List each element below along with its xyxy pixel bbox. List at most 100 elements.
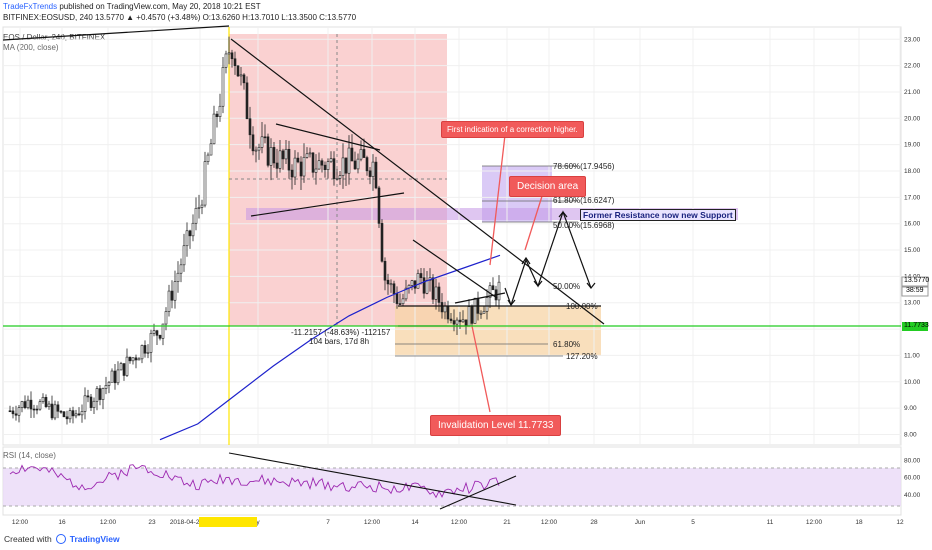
rsi-tick-label: 60.00: [904, 475, 921, 482]
grid: [3, 27, 901, 445]
candle-body: [260, 136, 264, 148]
rsi-trendline-up: [439, 475, 517, 510]
tradingview-brand[interactable]: TradingView: [69, 534, 120, 544]
x-tick-label: 5: [691, 519, 695, 526]
candle-body: [188, 230, 192, 237]
y-tick-label: 23.00: [904, 36, 921, 43]
candle-body: [149, 333, 153, 353]
candle-body: [341, 157, 345, 176]
candle-body: [167, 290, 171, 312]
candle-body: [107, 381, 111, 386]
candle-body: [323, 164, 327, 170]
candle-body: [257, 147, 261, 151]
candle-body: [437, 286, 441, 303]
candle-body: [44, 397, 48, 408]
candle-body: [278, 150, 282, 169]
x-tick-label: y: [256, 519, 260, 526]
candle-body: [182, 245, 186, 266]
candle-body: [197, 207, 201, 209]
y-axis: 8.009.0010.0011.0012.0013.0014.0015.0016…: [904, 36, 921, 438]
fib-50-label: 50.00%: [553, 282, 581, 291]
candle-body: [440, 302, 444, 313]
candle-body: [425, 280, 429, 294]
candle-body: [29, 399, 33, 410]
fib-618-label: 61.80%: [553, 340, 581, 349]
candle-body: [8, 410, 12, 413]
support-label[interactable]: Former Resistance now new Support: [580, 209, 736, 221]
candle-body: [47, 403, 51, 408]
candle-body: [95, 388, 99, 402]
candle-body: [461, 319, 465, 323]
y-tick-label: 16.00: [904, 221, 921, 228]
candle-body: [215, 113, 219, 117]
rsi-band: [3, 468, 901, 506]
rsi-line: [9, 464, 500, 499]
y-tick-label: 10.00: [904, 379, 921, 386]
x-tick-label: 16: [58, 519, 66, 526]
candle-body: [224, 53, 228, 68]
candle-body: [365, 157, 369, 172]
x-tick-label: 12:00: [12, 519, 29, 526]
y-tick-label: 9.00: [904, 405, 917, 412]
candle-body: [464, 319, 468, 327]
candle-body: [140, 345, 144, 360]
candle-body: [470, 306, 474, 324]
candle-body: [329, 158, 333, 162]
candle-body: [179, 264, 183, 274]
candle-body: [11, 410, 15, 415]
candle-body: [56, 404, 60, 412]
candle-body: [23, 401, 27, 409]
candle-body: [422, 277, 426, 294]
publisher-line: TradeFxTrends published on TradingView.c…: [3, 2, 261, 11]
candle-body: [65, 416, 69, 420]
candle-body: [347, 147, 351, 174]
candle-body: [401, 298, 405, 304]
candle-body: [359, 149, 363, 160]
highlight-zone: [229, 34, 447, 326]
publisher-name[interactable]: TradeFxTrends: [3, 2, 58, 11]
candle-body: [98, 388, 102, 400]
candle-body: [377, 187, 381, 224]
candle-body: [266, 136, 270, 166]
x-tick-label: 12:00: [100, 519, 117, 526]
candle-body: [488, 285, 492, 298]
candle-body: [473, 297, 477, 324]
candle-body: [254, 149, 258, 152]
candle-body: [491, 285, 495, 291]
projection-path: [504, 210, 596, 307]
candle-body: [353, 160, 357, 170]
candle-body: [50, 403, 54, 419]
candle-body: [35, 408, 39, 411]
published-text: published on TradingView.com, May 20, 20…: [59, 2, 261, 11]
callout-pointers: [471, 134, 544, 413]
callout-invalidation[interactable]: Invalidation Level 11.7733: [430, 415, 562, 436]
candle-body: [380, 223, 384, 262]
candle-body: [134, 357, 138, 361]
rsi-tick-label: 80.00: [904, 458, 921, 465]
candle-body: [362, 149, 366, 158]
rsi-tick-label: 40.00: [904, 492, 921, 499]
candle-body: [176, 272, 180, 282]
callout-decision[interactable]: Decision area: [509, 176, 587, 197]
x-tick-label: 21: [503, 519, 511, 526]
candle-body: [41, 397, 45, 402]
candle-body: [251, 134, 255, 152]
callout-correction[interactable]: First indication of a correction higher.: [441, 121, 584, 138]
fib-786-label: 78.60%(17.9456): [553, 162, 615, 171]
candle-body: [434, 286, 438, 300]
candle-body: [335, 178, 339, 180]
pane-title: EOS / Dollar, 240, BITFINEX: [3, 33, 106, 42]
candle-body: [326, 161, 330, 170]
y-tick-label: 18.00: [904, 168, 921, 175]
candle-body: [455, 319, 459, 325]
measure-line2: 104 bars, 17d 8h: [309, 337, 370, 346]
symbol-line: BITFINEX:EOSUSD, 240 13.5770 ▲ +0.4570 (…: [3, 13, 357, 22]
candle-body: [158, 335, 162, 339]
candle-body: [146, 351, 150, 354]
candle-body: [497, 281, 501, 301]
candle-body: [419, 273, 423, 279]
candle-body: [131, 357, 135, 362]
candle-body: [248, 118, 252, 136]
measure-line1: -11.2157 (-48.63%) -112157: [291, 328, 391, 337]
